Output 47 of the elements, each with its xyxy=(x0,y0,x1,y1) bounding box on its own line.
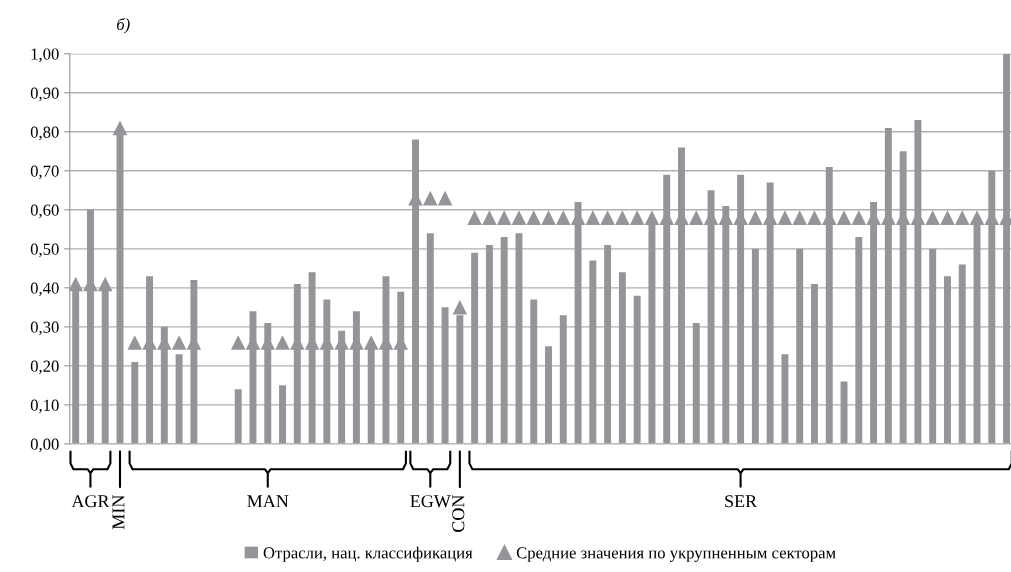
bar xyxy=(781,354,789,444)
y-tick-label: 0,40 xyxy=(30,282,59,297)
bar xyxy=(131,361,139,444)
bar xyxy=(589,260,597,444)
bar xyxy=(751,248,759,444)
text: MAN xyxy=(247,495,289,508)
bar xyxy=(515,233,523,444)
y-tick-label: 0,00 xyxy=(30,438,59,453)
y-tick-label: 0,10 xyxy=(30,399,59,414)
bar xyxy=(485,244,493,444)
bar xyxy=(855,237,863,444)
y-tick-label: 0,60 xyxy=(30,204,59,219)
bar xyxy=(559,315,567,444)
bar xyxy=(279,385,287,444)
bar xyxy=(234,389,242,444)
bar xyxy=(426,233,434,444)
bar xyxy=(929,248,937,444)
text: CON xyxy=(452,495,465,532)
bar xyxy=(530,299,538,444)
y-tick-label: 0,70 xyxy=(30,165,59,180)
y-tick-label: 0,20 xyxy=(30,360,59,375)
bar xyxy=(441,307,449,444)
y-tick-label: 0,90 xyxy=(30,87,59,102)
bar xyxy=(500,237,508,444)
bar xyxy=(811,283,818,444)
bar xyxy=(604,244,612,444)
chart-title: б) xyxy=(117,18,130,34)
text: SER xyxy=(725,495,758,508)
y-tick-label: 0,50 xyxy=(30,243,59,258)
bar xyxy=(545,346,552,444)
text: AGR xyxy=(71,495,110,508)
text: EGW xyxy=(410,495,451,508)
bar xyxy=(471,252,479,444)
bar xyxy=(840,381,848,444)
bar xyxy=(796,248,804,444)
text: MIN xyxy=(112,495,125,530)
bar xyxy=(692,322,700,444)
bar xyxy=(958,264,966,444)
legend-label: Отрасли, нац. классификация xyxy=(263,546,473,562)
y-tick-label: 0,80 xyxy=(30,126,59,141)
bar xyxy=(633,295,641,444)
bar xyxy=(943,276,951,444)
y-tick-label: 0,30 xyxy=(30,321,59,336)
y-tick-label: 1,00 xyxy=(31,48,59,63)
bar xyxy=(618,272,626,444)
legend-label: Средние значения по укрупненным секторам xyxy=(516,547,836,562)
bar xyxy=(175,354,183,444)
